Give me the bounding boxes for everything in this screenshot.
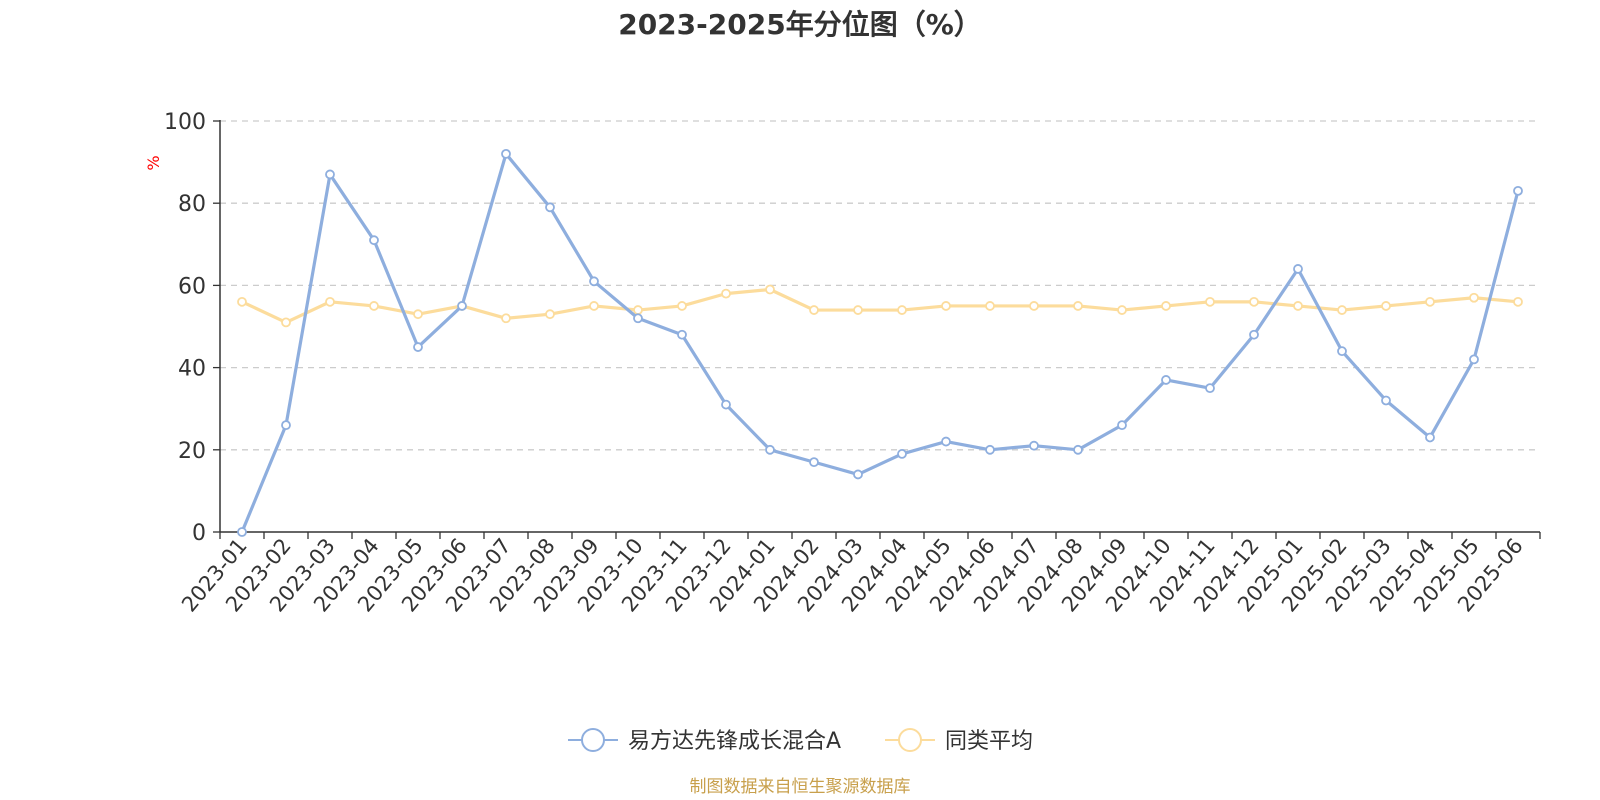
series-lines xyxy=(237,148,1523,537)
data-point[interactable] xyxy=(1337,305,1347,315)
data-point[interactable] xyxy=(281,317,291,328)
data-point[interactable] xyxy=(325,296,335,307)
grid-lines xyxy=(220,120,1540,451)
data-point[interactable] xyxy=(809,457,819,468)
data-point[interactable] xyxy=(545,309,555,320)
series-line xyxy=(240,152,1520,533)
data-point[interactable] xyxy=(237,296,247,307)
data-point[interactable] xyxy=(897,449,907,459)
data-point[interactable] xyxy=(941,301,951,311)
axes: 0204060801002023-012023-022023-032023-04… xyxy=(164,110,1541,616)
series-1 xyxy=(237,284,1523,328)
legend-label: 易方达先锋成长混合A xyxy=(628,729,841,754)
data-point[interactable] xyxy=(457,301,467,311)
legend-marker xyxy=(581,728,605,752)
series-0 xyxy=(237,148,1523,537)
data-point[interactable] xyxy=(1205,296,1215,307)
data-point[interactable] xyxy=(1381,301,1391,311)
data-point[interactable] xyxy=(721,288,731,299)
data-point[interactable] xyxy=(1029,301,1039,311)
data-point[interactable] xyxy=(1381,395,1391,406)
y-tick-label: 40 xyxy=(178,357,206,382)
data-point[interactable] xyxy=(765,444,775,455)
data-point[interactable] xyxy=(589,301,599,311)
data-point[interactable] xyxy=(765,284,775,295)
data-point[interactable] xyxy=(369,235,379,246)
legend: 易方达先锋成长混合A 同类平均 xyxy=(568,728,1033,754)
legend-item-0[interactable]: 易方达先锋成长混合A xyxy=(568,728,841,754)
data-point[interactable] xyxy=(1469,292,1479,303)
data-point[interactable] xyxy=(501,313,511,324)
data-point[interactable] xyxy=(677,329,687,340)
data-point[interactable] xyxy=(1293,264,1303,274)
data-point[interactable] xyxy=(677,301,687,311)
data-point[interactable] xyxy=(897,305,907,315)
data-point[interactable] xyxy=(413,342,423,352)
data-point[interactable] xyxy=(1249,329,1259,340)
source-note: 制图数据来自恒生聚源数据库 xyxy=(690,777,911,797)
data-point[interactable] xyxy=(853,469,863,480)
y-tick-label: 60 xyxy=(178,274,206,299)
data-point[interactable] xyxy=(545,202,555,213)
data-point[interactable] xyxy=(1249,296,1259,307)
data-point[interactable] xyxy=(1161,375,1171,385)
data-point[interactable] xyxy=(985,444,995,455)
data-point[interactable] xyxy=(809,305,819,315)
y-tick-label: 0 xyxy=(192,521,206,546)
data-point[interactable] xyxy=(941,436,951,447)
data-point[interactable] xyxy=(589,276,599,287)
data-point[interactable] xyxy=(281,420,291,431)
data-point[interactable] xyxy=(1205,383,1215,394)
data-point[interactable] xyxy=(237,527,247,537)
data-point[interactable] xyxy=(501,148,511,159)
data-point[interactable] xyxy=(1029,440,1039,451)
data-point[interactable] xyxy=(633,313,643,324)
data-point[interactable] xyxy=(1425,432,1435,443)
series-line xyxy=(241,287,1519,324)
y-tick-label: 80 xyxy=(178,192,206,217)
data-point[interactable] xyxy=(1513,296,1523,307)
data-point[interactable] xyxy=(1161,301,1171,311)
chart-title: 2023-2025年分位图（%） xyxy=(618,8,982,41)
data-point[interactable] xyxy=(1425,296,1435,307)
data-point[interactable] xyxy=(1293,301,1303,311)
data-point[interactable] xyxy=(1073,444,1083,455)
data-point[interactable] xyxy=(325,169,335,180)
data-point[interactable] xyxy=(1117,420,1127,431)
data-point[interactable] xyxy=(1073,301,1083,311)
data-point[interactable] xyxy=(369,301,379,311)
data-point[interactable] xyxy=(1337,346,1347,357)
data-point[interactable] xyxy=(413,309,423,320)
legend-item-1[interactable]: 同类平均 xyxy=(885,728,1033,754)
data-point[interactable] xyxy=(1469,354,1479,365)
data-point[interactable] xyxy=(985,301,995,311)
legend-label: 同类平均 xyxy=(945,729,1033,754)
data-point[interactable] xyxy=(1117,305,1127,315)
data-point[interactable] xyxy=(1513,185,1523,196)
data-point[interactable] xyxy=(721,399,731,410)
legend-marker xyxy=(898,728,922,752)
data-point[interactable] xyxy=(853,305,863,315)
y-axis-unit: % xyxy=(144,155,163,170)
y-tick-label: 100 xyxy=(164,110,206,135)
data-point[interactable] xyxy=(633,305,643,315)
y-tick-label: 20 xyxy=(178,439,206,464)
